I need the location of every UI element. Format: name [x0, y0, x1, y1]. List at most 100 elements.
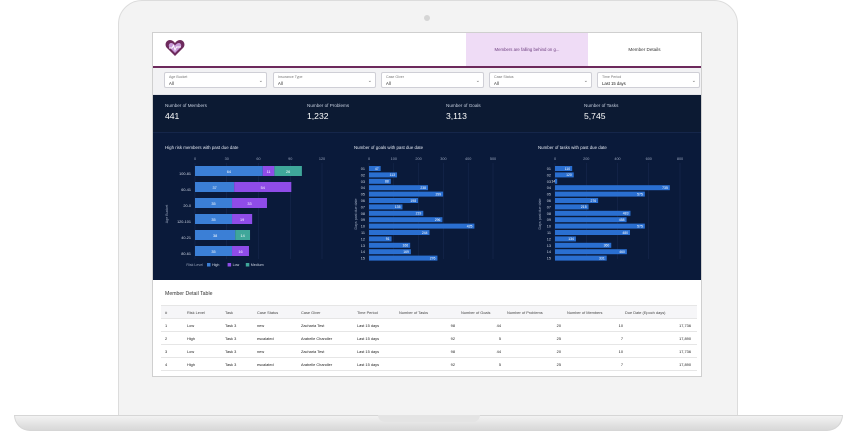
category-label: 05 [361, 193, 365, 197]
data-label: 458 [619, 218, 625, 222]
category-label: 05 [547, 193, 551, 197]
column-header[interactable]: Due Date (Epoch days) [625, 310, 666, 315]
table-cell: 92 [450, 336, 455, 341]
bar [555, 217, 627, 223]
data-label: 35 [211, 218, 215, 222]
category-label: 14 [361, 250, 365, 254]
category-label: 08 [547, 212, 551, 216]
tick-label: 0 [194, 157, 196, 161]
column-header[interactable]: Case Status [257, 310, 279, 315]
chevron-down-icon: ⌄ [475, 78, 480, 84]
category-label: 15 [547, 257, 551, 261]
category-label: 10 [547, 225, 551, 229]
bar [232, 214, 253, 224]
category-label: 12 [547, 237, 551, 241]
filter-time-period[interactable]: Time Period Last 15 days ⌄ [597, 72, 700, 88]
data-label: 110 [565, 167, 571, 171]
table-cell: 5 [498, 362, 501, 367]
bar [369, 210, 424, 216]
category-label: 60-41 [181, 188, 191, 192]
bar [555, 230, 630, 235]
legend-swatch [227, 263, 232, 267]
table-cell: Zacharia Test [301, 349, 325, 354]
table-cell: 7 [620, 336, 623, 341]
data-label: 33 [247, 202, 251, 206]
bar [369, 242, 411, 248]
bar [262, 166, 275, 176]
column-header[interactable]: Number of Members [567, 310, 603, 315]
table-cell: 10 [618, 349, 623, 354]
tick-label: 200 [583, 157, 589, 161]
data-label: 331 [599, 256, 605, 260]
bar [369, 172, 398, 178]
table-row: 4 High Task 3 escalated Arabelle Chandler Las… [161, 358, 697, 371]
category-label: 06 [361, 199, 365, 203]
chart-title: Number of tasks with past due date [538, 145, 607, 150]
table-cell: 20 [556, 323, 561, 328]
category-label: 03 [547, 180, 551, 184]
axis-label: Days past due date [538, 199, 542, 230]
tick-label: 30 [225, 157, 229, 161]
data-label: 483 [623, 212, 629, 216]
tick-label: 500 [490, 157, 496, 161]
table-cell: Last 15 days [357, 323, 380, 328]
data-label: 460 [619, 250, 625, 254]
filter-label: Insurance Type [278, 75, 303, 79]
bar [555, 166, 573, 171]
legend-title: Risk Level [186, 263, 203, 267]
filter-insurance-type[interactable]: Insurance Type All ⌄ [273, 72, 376, 88]
filter-case-status[interactable]: Case Status All ⌄ [489, 72, 592, 88]
data-label: 26 [286, 170, 290, 174]
tick-label: 300 [440, 157, 446, 161]
kpi-label: Number of Members [165, 103, 207, 108]
tab-alert[interactable]: Members are falling behind on g... [466, 33, 588, 66]
data-label: 244 [422, 231, 428, 235]
legend-label: Low [233, 263, 240, 267]
app-header: Members are falling behind on g... Membe… [153, 33, 701, 68]
table-cell: escalated [257, 336, 274, 341]
table-cell: Last 15 days [357, 362, 380, 367]
bar [274, 166, 302, 176]
filter-age-bucket[interactable]: Age Bucket All ⌄ [164, 72, 267, 88]
data-label: 425 [467, 224, 473, 228]
column-header[interactable]: Number of Tasks [399, 310, 429, 315]
tab-member-details[interactable]: Member Details [628, 47, 661, 52]
data-label: 38 [213, 234, 217, 238]
legend-swatch [207, 263, 211, 267]
filter-case-giver[interactable]: Case Giver All ⌄ [381, 72, 484, 88]
bar [369, 198, 419, 203]
bar [195, 246, 233, 256]
table-cell: 17,736 [679, 349, 691, 354]
axis-label: Age Bucket [165, 205, 169, 223]
filter-value: All [278, 81, 283, 86]
data-label: 215 [581, 205, 587, 209]
column-header[interactable]: # [165, 310, 168, 315]
bar [195, 230, 236, 240]
column-header[interactable]: Number of Goals [461, 310, 491, 315]
legend-label: Medium [251, 263, 264, 267]
category-label: 04 [547, 186, 551, 190]
bar [195, 214, 233, 224]
data-label: 480 [622, 231, 628, 235]
filter-label: Time Period [602, 75, 622, 79]
column-header[interactable]: Case Giver [301, 310, 321, 315]
table-cell: new [257, 375, 264, 376]
table-cell: High [187, 336, 196, 341]
column-header[interactable]: Task [225, 310, 233, 315]
column-header[interactable]: Time Period [357, 310, 378, 315]
table-cell: Low [187, 349, 195, 354]
filter-value: All [494, 81, 499, 86]
table-cell: Task 3 [225, 349, 237, 354]
column-header[interactable]: Number of Problems [507, 310, 543, 315]
kpi-value: 1,232 [307, 111, 329, 121]
chart-title: Number of goals with past due date [354, 145, 424, 150]
table-cell: Task 3 [225, 362, 237, 367]
table-cell: 25 [556, 362, 561, 367]
kpi-band: Number of Members 441 Number of Problems… [153, 95, 701, 132]
kpi-value: 441 [165, 111, 180, 121]
table-cell: 1 [165, 323, 168, 328]
heart-logo-icon [165, 40, 185, 56]
column-header[interactable]: Risk Level [187, 310, 205, 315]
bar [555, 249, 627, 255]
data-label: 88 [385, 180, 389, 184]
